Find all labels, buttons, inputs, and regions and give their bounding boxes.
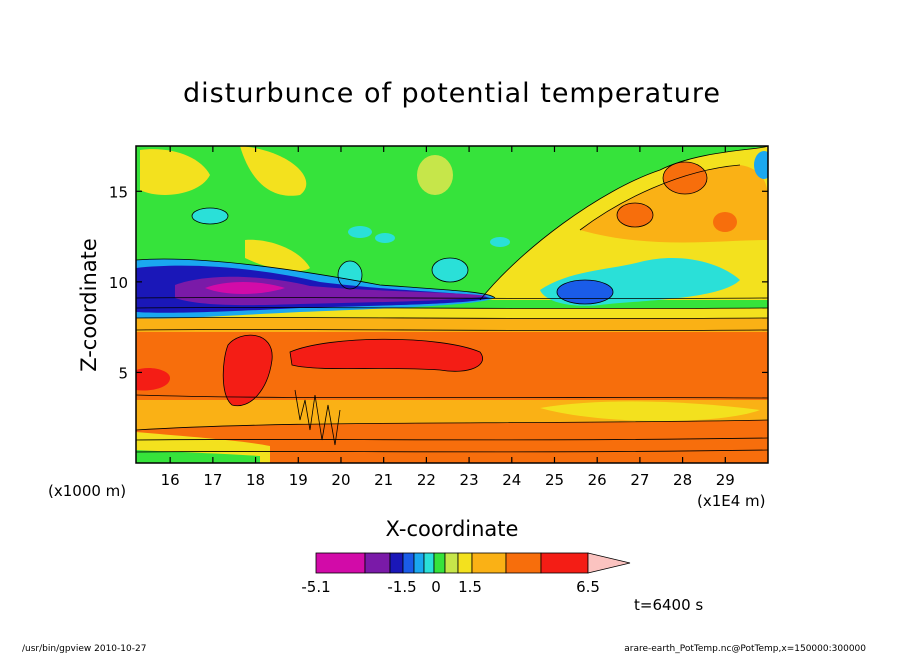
colorbar-tick-label: -5.1 bbox=[301, 578, 330, 596]
x-tick-label: 22 bbox=[417, 471, 436, 489]
x-tick-label: 26 bbox=[588, 471, 607, 489]
x-unit-left: (x1000 m) bbox=[48, 482, 126, 500]
colorbar-swatch bbox=[444, 552, 459, 574]
x-tick-label: 23 bbox=[460, 471, 479, 489]
colorbar-swatch bbox=[389, 552, 404, 574]
x-tick-label: 20 bbox=[331, 471, 350, 489]
x-tick-label: 29 bbox=[716, 471, 735, 489]
colorbar-swatch bbox=[433, 552, 446, 574]
colorbar-swatch bbox=[364, 552, 391, 574]
region-red-core bbox=[223, 335, 273, 406]
colorbar-tick-label: 0 bbox=[431, 578, 441, 596]
region-yellow-mid bbox=[245, 239, 310, 272]
band-transition-2 bbox=[136, 308, 768, 318]
x-axis-label: X-coordinate bbox=[386, 517, 519, 541]
time-label: t=6400 s bbox=[634, 596, 703, 614]
heatmap-field bbox=[136, 146, 768, 463]
colorbar-arrow bbox=[587, 552, 631, 574]
band-transition-1 bbox=[136, 318, 768, 332]
colorbar-swatch bbox=[457, 552, 473, 574]
region-cold-band-magenta bbox=[205, 282, 285, 294]
region-cyan-corner bbox=[754, 151, 768, 179]
colorbar-swatch bbox=[423, 552, 435, 574]
region-cyan-2 bbox=[348, 226, 372, 238]
colorbar-swatch bbox=[315, 552, 366, 574]
x-tick-label: 17 bbox=[203, 471, 222, 489]
colorbar-tick-label: 1.5 bbox=[458, 578, 482, 596]
colorbar-tick-label: -1.5 bbox=[387, 578, 416, 596]
footer-left: /usr/bin/gpview 2010-10-27 bbox=[22, 644, 146, 654]
x-unit-right: (x1E4 m) bbox=[697, 492, 766, 510]
region-blue-right bbox=[557, 280, 613, 304]
y-axis-label: Z-coordinate bbox=[77, 238, 101, 372]
region-upper-right-red-3 bbox=[713, 212, 737, 232]
contour-lines bbox=[136, 146, 768, 453]
region-red-core-2 bbox=[290, 339, 483, 372]
region-cyan-4 bbox=[490, 237, 510, 247]
y-tick-label: 10 bbox=[109, 274, 128, 292]
region-upper-right-red-2 bbox=[617, 203, 653, 227]
y-tick-label: 15 bbox=[109, 183, 128, 201]
colorbar-swatch bbox=[402, 552, 415, 574]
region-cyan-6 bbox=[432, 258, 468, 282]
region-yellow-top-right bbox=[417, 155, 453, 195]
region-lower-light bbox=[136, 420, 768, 463]
colorbar-swatch bbox=[540, 552, 589, 574]
plot-frame bbox=[135, 145, 769, 464]
x-axis-ticks: 16 17 18 19 20 21 22 23 24 25 26 27 28 29 bbox=[161, 146, 735, 489]
x-tick-label: 28 bbox=[673, 471, 692, 489]
x-tick-label: 24 bbox=[502, 471, 521, 489]
colorbar-swatch bbox=[471, 552, 507, 574]
region-yellow-top-left bbox=[140, 149, 210, 195]
region-red-left bbox=[136, 367, 170, 391]
x-tick-label: 18 bbox=[246, 471, 265, 489]
colorbar-tick-label: 6.5 bbox=[576, 578, 600, 596]
region-yellow-top-mid bbox=[240, 146, 307, 196]
x-tick-label: 25 bbox=[545, 471, 564, 489]
y-axis-ticks: 5 10 15 bbox=[109, 183, 768, 382]
colorbar-labels: -5.1 -1.5 0 1.5 6.5 bbox=[301, 578, 600, 596]
footer-right: arare-earth_PotTemp.nc@PotTemp,x=150000:… bbox=[624, 644, 866, 654]
y-tick-label: 5 bbox=[118, 364, 128, 382]
x-tick-label: 21 bbox=[374, 471, 393, 489]
region-cyan-3 bbox=[375, 233, 395, 243]
x-tick-label: 27 bbox=[630, 471, 649, 489]
region-surface-green bbox=[136, 450, 260, 463]
region-lower-yellow bbox=[540, 401, 760, 422]
region-upper-right-red-1 bbox=[663, 162, 707, 194]
colorbar-swatch bbox=[505, 552, 542, 574]
region-cyan-1 bbox=[192, 208, 228, 224]
colorbar-swatch bbox=[413, 552, 425, 574]
x-tick-label: 19 bbox=[289, 471, 308, 489]
x-tick-label: 16 bbox=[161, 471, 180, 489]
chart-title: disturbunce of potential temperature bbox=[183, 78, 721, 109]
colorbar bbox=[315, 552, 631, 574]
